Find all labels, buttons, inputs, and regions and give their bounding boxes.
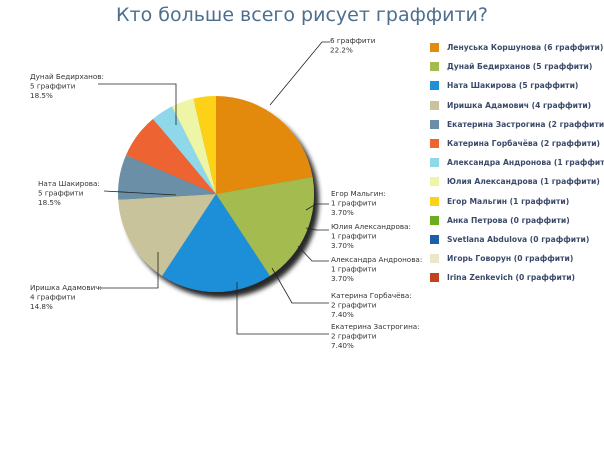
pie-slice-4 (118, 194, 216, 276)
legend-label: Екатерина Застрогина (2 граффити) (447, 119, 604, 129)
legend-item-9: Егор Мальгин (1 граффити) (430, 192, 602, 211)
callout-label-9-2: 1 граффити (331, 199, 377, 208)
callout-leader-1 (269, 41, 330, 106)
callout-label-9-3: 3.70% (331, 208, 354, 217)
legend-item-6: Катерина Горбачёва (2 граффити) (430, 134, 602, 153)
legend-label: Ленуська Коршунова (6 граффити) (447, 43, 604, 53)
legend-swatch (430, 158, 439, 168)
legend-item-7: Александра Андронова (1 граффити) (430, 153, 604, 172)
callout-label-3-2: 5 граффити (38, 189, 84, 198)
callout-label-6-2: 2 граффити (331, 301, 377, 310)
legend-label: Катерина Горбачёва (2 граффити) (447, 139, 601, 149)
legend-label: Егор Мальгин (1 граффити) (447, 196, 570, 206)
legend-item-12: Игорь Говорун (0 граффити) (430, 249, 602, 268)
callout-label-2-2: 5 граффити (30, 82, 76, 91)
callout-leader-4 (98, 252, 159, 289)
callout-label-6-1: Катерина Горбачёва: (331, 291, 412, 300)
pie-slice-9 (193, 96, 216, 194)
legend-swatch (430, 196, 439, 206)
callout-label-2-3: 18.5% (30, 91, 53, 100)
legend-item-5: Екатерина Застрогина (2 граффити) (430, 115, 604, 134)
callout-label-7-1: Александра Андронова: (331, 255, 422, 264)
callout-leader-7 (297, 245, 329, 262)
callout-label-3-1: Ната Шакирова: (38, 179, 100, 188)
callout-label-1-2: 22.2% (330, 46, 353, 55)
callout-label-9-1: Егор Мальгин: (331, 189, 386, 198)
legend-item-2: Дунай Бедирханов (5 граффити) (430, 57, 602, 76)
callout-label-4-1: Иришка Адамович: (30, 283, 102, 292)
legend-label: Irina Zenkevich (0 граффити) (447, 273, 576, 283)
legend-swatch (430, 139, 439, 149)
legend-swatch (430, 177, 439, 187)
callout-leader-6 (271, 267, 329, 304)
callout-leader-3 (103, 190, 177, 196)
callout-leader-2 (98, 83, 177, 125)
legend-item-1: Ленуська Коршунова (6 граффити) (430, 38, 604, 57)
callout-label-4-3: 14.8% (30, 302, 53, 311)
legend-swatch (430, 234, 439, 244)
legend-label: Иришка Адамович (4 граффити) (447, 100, 592, 110)
callout-label-3-3: 18.5% (38, 198, 61, 207)
legend-swatch (430, 215, 439, 225)
callout-label-6-3: 7.40% (331, 310, 354, 319)
legend-swatch (430, 62, 439, 72)
callout-label-8-3: 3.70% (331, 241, 354, 250)
pie-slice-3 (162, 194, 270, 293)
legend-label: Ната Шакирова (5 граффити) (447, 81, 579, 91)
callout-label-4-2: 4 граффити (30, 293, 76, 302)
legend-label: Svetlana Abdulova (0 граффити) (447, 234, 590, 244)
legend-item-10: Анка Петрова (0 граффити) (430, 211, 602, 230)
callout-label-7-3: 3.70% (331, 274, 354, 283)
legend-swatch (430, 254, 439, 264)
legend-item-8: Юлия Александрова (1 граффити) (430, 172, 602, 191)
pie-slices (118, 96, 314, 293)
pie-slice-7 (153, 106, 216, 194)
callout-label-8-1: Юлия Александрова: (331, 222, 411, 231)
callout-label-1-1: 6 граффити (330, 36, 376, 45)
pie-slice-5 (118, 155, 216, 200)
legend-label: Игорь Говорун (0 граффити) (447, 254, 574, 264)
legend-swatch (430, 100, 439, 110)
chart-title: Кто больше всего рисует граффити? (116, 4, 488, 26)
legend-swatch (430, 273, 439, 283)
legend-item-3: Ната Шакирова (5 граффити) (430, 76, 602, 95)
callout-leader-8 (305, 227, 329, 231)
legend-item-4: Иришка Адамович (4 граффити) (430, 96, 602, 115)
legend-swatch (430, 119, 439, 129)
legend-item-13: Irina Zenkevich (0 граффити) (430, 268, 602, 287)
legend-swatch (430, 81, 439, 91)
callout-label-7-2: 1 граффити (331, 265, 377, 274)
legend-swatch (430, 43, 439, 53)
pie-slice-8 (172, 98, 216, 194)
callout-label-5-2: 2 граффити (331, 332, 377, 341)
pie-slice-6 (126, 118, 216, 194)
legend-item-11: Svetlana Abdulova (0 граффити) (430, 230, 602, 249)
callout-label-2-1: Дунай Бедирханов: (30, 72, 104, 81)
callout-label-5-3: 7.40% (331, 341, 354, 350)
callout-label-8-2: 1 граффити (331, 232, 377, 241)
pie-slice-2 (216, 176, 314, 276)
legend-label: Юлия Александрова (1 граффити) (447, 177, 600, 187)
callout-leader-5 (236, 282, 329, 335)
legend-label: Александра Андронова (1 граффити) (447, 158, 604, 168)
callout-leader-9 (305, 203, 329, 211)
legend: Ленуська Коршунова (6 граффити) Дунай Бед… (430, 38, 604, 287)
callout-label-5-1: Екатерина Застрогина: (331, 322, 420, 331)
legend-label: Дунай Бедирханов (5 граффити) (447, 62, 593, 72)
pie-slice-1 (216, 96, 313, 194)
legend-label: Анка Петрова (0 граффити) (447, 215, 570, 225)
